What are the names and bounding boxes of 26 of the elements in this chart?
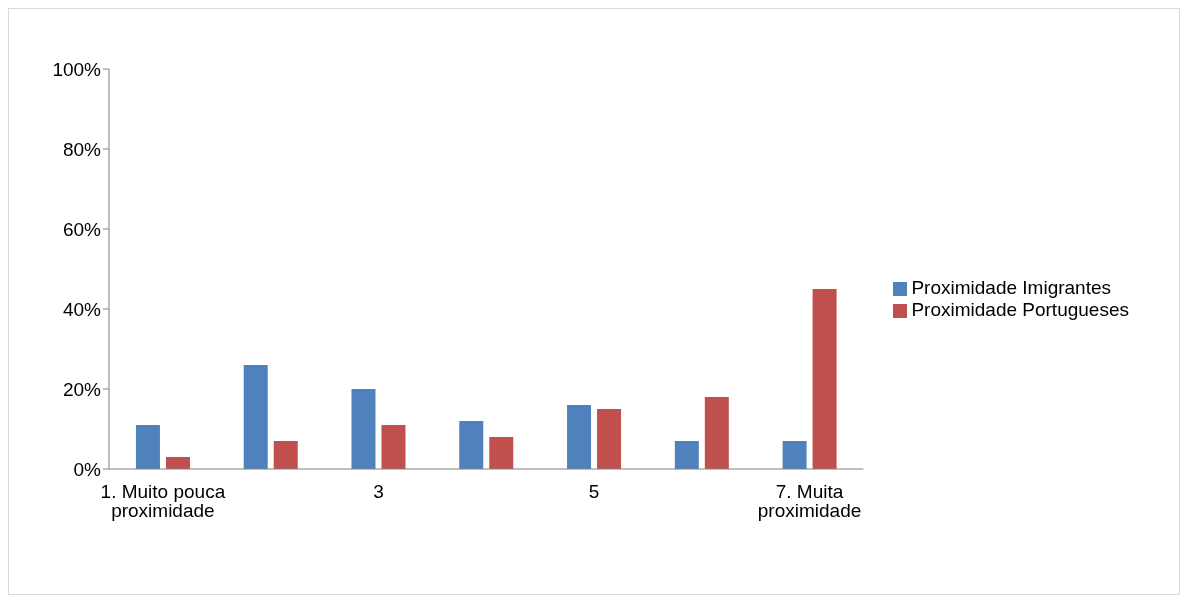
y-tick-label: 60% — [62, 218, 102, 240]
bar — [459, 421, 484, 469]
y-tick-label: 80% — [62, 138, 102, 160]
bar — [704, 397, 729, 469]
y-tick-label: 40% — [62, 298, 102, 320]
x-tick-label: 3 — [373, 481, 384, 503]
bar — [135, 425, 160, 469]
bar — [273, 441, 298, 469]
bar — [597, 409, 622, 469]
bar — [489, 437, 514, 469]
x-tick-label: 1. Muito pouca proximidade — [100, 481, 226, 522]
x-tick-label: 5 — [588, 481, 600, 503]
bar — [381, 425, 406, 469]
bar — [674, 441, 699, 469]
bar — [351, 389, 376, 469]
bar — [567, 405, 592, 469]
legend-label: Proximidade Portugueses — [911, 299, 1129, 320]
bar — [782, 441, 807, 469]
bar — [165, 457, 190, 469]
bar — [812, 289, 837, 469]
y-tick-label: 0% — [73, 458, 102, 480]
x-tick-label: 7. Muita proximidade — [757, 481, 862, 522]
y-tick-label: 100% — [52, 58, 102, 80]
bar — [243, 365, 268, 469]
legend-label: Proximidade Imigrantes — [911, 277, 1112, 298]
y-tick-label: 20% — [62, 378, 102, 400]
